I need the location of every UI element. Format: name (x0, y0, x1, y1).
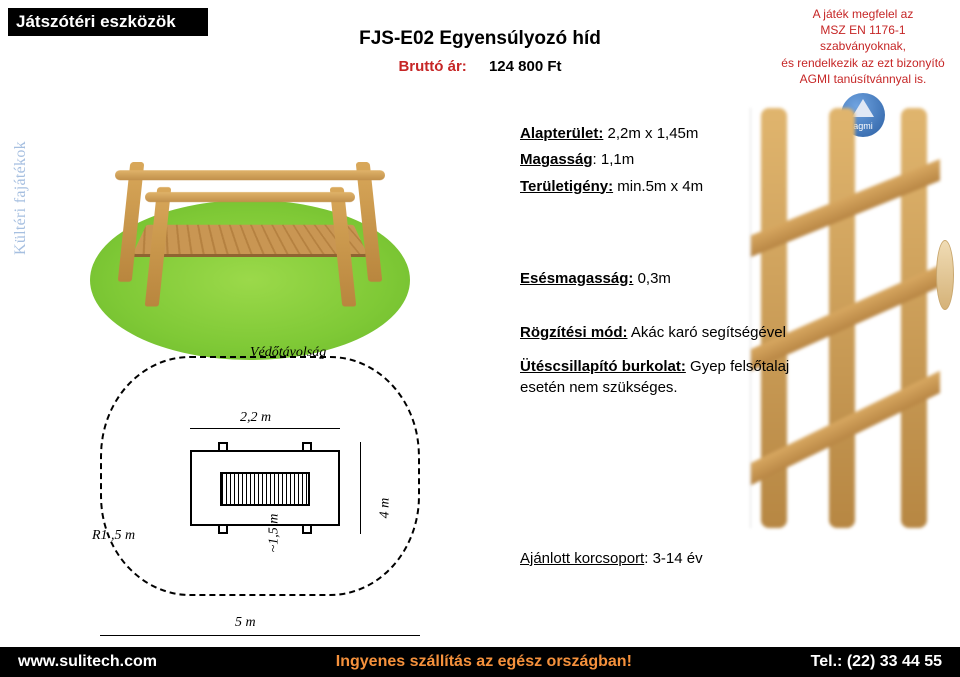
bridge-model (120, 152, 380, 301)
spec-space-label: Területigény: (520, 178, 613, 195)
age-value: 3-14 év (653, 550, 703, 567)
spec-fix-value: Akác karó segítségével (631, 324, 786, 341)
spec-column: Alapterület: 2,2m x 1,45m Magasság: 1,1m… (520, 124, 820, 404)
spec-fall-value: 0,3m (638, 270, 671, 287)
footer-tel: Tel.: (22) 33 44 55 (811, 653, 942, 671)
dim-total-w: 5 m (235, 615, 256, 631)
cert-line: A játék megfelel az (778, 6, 948, 22)
top-view (190, 442, 340, 534)
side-category-label: Kültéri fajátékok (12, 141, 30, 255)
cert-line: AGMI tanúsítvánnyal is. (778, 71, 948, 87)
dim-height: ~1,5 m (266, 514, 282, 553)
footer-shipping: Ingyenes szállítás az egész országban! (336, 653, 632, 671)
cert-line: MSZ EN 1176-1 szabványoknak, (778, 22, 948, 54)
spec-fall-label: Esésmagasság: (520, 270, 633, 287)
price-label: Bruttó ár: (398, 58, 466, 75)
cert-line: és rendelkezik az ezt bizonyító (778, 55, 948, 71)
dim-total-h: 4 m (377, 498, 393, 519)
product-render (40, 90, 460, 360)
spec-space-value: min.5m x 4m (617, 178, 703, 195)
footer-url: www.sulitech.com (18, 653, 157, 671)
technical-drawing: Védőtávolság 2,2 m ~1,5 m 4 m R1 ,5 m (80, 350, 450, 620)
spec-fix-label: Rögzítési mód: (520, 324, 628, 341)
dim-radius: R1 ,5 m (92, 528, 135, 544)
spec-height-label: Magasság (520, 151, 593, 168)
spec-surf-label: Ütéscsillapító burkolat: (520, 358, 686, 375)
dim-width: 2,2 m (240, 410, 271, 426)
dim-safety-label: Védőtávolság (250, 345, 326, 361)
spec-area-value: 2,2m x 1,45m (608, 125, 699, 142)
post-detail-icon (936, 240, 954, 310)
spec-area-label: Alapterület: (520, 125, 603, 142)
spec-height-value: 1,1m (601, 151, 634, 168)
age-label: Ajánlott korcsoport (520, 550, 644, 567)
price-value: 124 800 Ft (489, 58, 562, 75)
age-group: Ajánlott korcsoport: 3-14 év (520, 550, 703, 567)
footer-bar: www.sulitech.com Ingyenes szállítás az e… (0, 647, 960, 677)
